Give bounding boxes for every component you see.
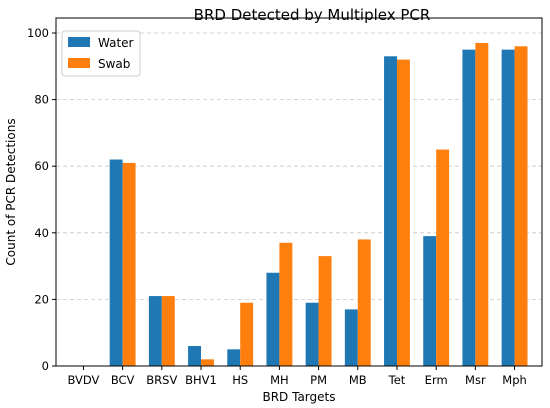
x-tick-label: BHV1 bbox=[185, 373, 217, 387]
bar-water-pm bbox=[305, 302, 319, 366]
x-tick-label: Tet bbox=[388, 373, 406, 387]
bar-water-bhv1 bbox=[188, 346, 202, 366]
legend: Water Swab bbox=[61, 30, 141, 77]
y-tick-label: 60 bbox=[34, 159, 49, 173]
x-tick-label: Msr bbox=[465, 373, 486, 387]
y-axis-label: Count of PCR Detections bbox=[4, 118, 18, 265]
x-tick-label: PM bbox=[310, 373, 327, 387]
bar-swab-bcv bbox=[122, 162, 136, 366]
x-tick-label: Erm bbox=[425, 373, 448, 387]
bar-swab-mb bbox=[357, 239, 371, 366]
bar-swab-pm bbox=[318, 256, 332, 366]
y-tick-label: 0 bbox=[42, 359, 49, 373]
bar-water-erm bbox=[423, 236, 437, 366]
y-tick-label: 20 bbox=[34, 292, 49, 306]
bar-water-tet bbox=[384, 56, 397, 366]
bar-swab-tet bbox=[396, 59, 410, 366]
x-axis-label: BRD Targets bbox=[262, 390, 335, 404]
chart-title: BRD Detected by Multiplex PCR bbox=[194, 6, 431, 24]
x-tick-label: MH bbox=[270, 373, 289, 387]
x-tick-label: Mph bbox=[502, 373, 527, 387]
y-tick-label: 40 bbox=[34, 226, 49, 240]
bars bbox=[109, 42, 528, 367]
x-tick-label: MB bbox=[349, 373, 367, 387]
x-tick-label: HS bbox=[232, 373, 248, 387]
bar-water-msr bbox=[462, 49, 476, 367]
legend-swatch-swab bbox=[68, 58, 90, 68]
bar-water-mph bbox=[501, 49, 515, 367]
legend-swatch-water bbox=[68, 37, 90, 47]
y-tick-label: 80 bbox=[34, 93, 49, 107]
x-tick-label: BCV bbox=[111, 373, 135, 387]
bar-swab-brsv bbox=[161, 296, 175, 366]
bar-water-brsv bbox=[148, 296, 162, 366]
bar-swab-erm bbox=[436, 149, 450, 366]
x-axis-ticks: BVDV BCV BRSV BHV1 HS MH PM MB Tet Erm Msr Mph bbox=[67, 366, 527, 387]
bar-water-mh bbox=[266, 272, 280, 366]
x-tick-label: BRSV bbox=[146, 373, 177, 387]
bar-water-hs bbox=[227, 349, 241, 366]
bar-swab-bhv1 bbox=[201, 359, 214, 366]
bar-swab-hs bbox=[240, 302, 254, 366]
bar-swab-mh bbox=[279, 242, 293, 366]
legend-label-swab: Swab bbox=[98, 57, 130, 71]
legend-label-water: Water bbox=[98, 36, 134, 50]
x-tick-label: BVDV bbox=[67, 373, 99, 387]
bar-water-mb bbox=[344, 309, 358, 366]
plot-frame bbox=[55, 17, 543, 367]
y-tick-label: 100 bbox=[27, 26, 49, 40]
bar-swab-mph bbox=[514, 46, 528, 367]
y-axis-ticks: 0 20 40 60 80 100 bbox=[27, 26, 56, 373]
bar-water-bcv bbox=[109, 159, 123, 366]
bar-swab-msr bbox=[475, 42, 489, 367]
axes bbox=[55, 17, 543, 367]
